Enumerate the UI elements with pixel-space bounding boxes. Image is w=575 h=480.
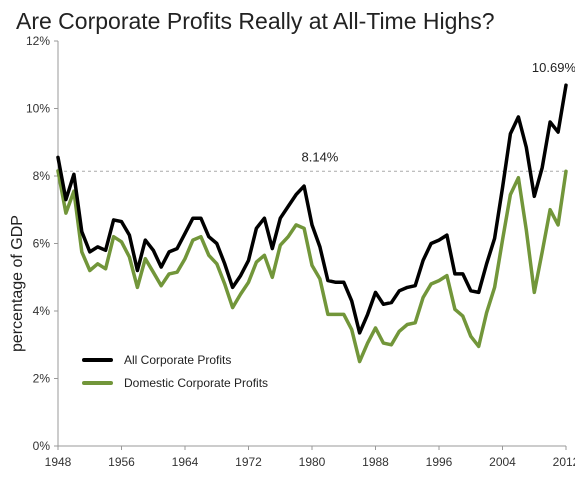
- x-tick-label: 1988: [362, 455, 389, 469]
- x-tick-label: 1980: [299, 455, 326, 469]
- chart-title: Are Corporate Profits Really at All-Time…: [16, 8, 495, 34]
- y-tick-label: 2%: [33, 372, 51, 386]
- x-tick-label: 1972: [235, 455, 262, 469]
- series-line: [56, 169, 568, 364]
- legend-label: All Corporate Profits: [124, 353, 231, 367]
- y-axis-label: percentage of GDP: [9, 215, 26, 352]
- series-line: [56, 83, 568, 335]
- series-layer: [56, 83, 568, 364]
- axes: 0% 2% 4% 6% 8% 10% 12% 1948 1956 1964 1972 1980 1988…: [9, 34, 575, 469]
- x-tick-label: 1948: [45, 455, 72, 469]
- x-tick-label: 2004: [489, 455, 516, 469]
- x-tick-label: 1956: [108, 455, 135, 469]
- y-tick-label: 12%: [26, 34, 50, 48]
- y-tick-label: 8%: [33, 169, 51, 183]
- legend: All Corporate Profits Domestic Corporate …: [82, 353, 268, 390]
- y-tick-label: 4%: [33, 304, 51, 318]
- legend-label: Domestic Corporate Profits: [124, 376, 268, 390]
- x-tick-label: 1996: [426, 455, 453, 469]
- y-tick-label: 6%: [33, 237, 51, 251]
- x-tick-label: 2012: [553, 455, 575, 469]
- annotation-label: 8.14%: [302, 149, 339, 164]
- annotation-layer: 8.14% 10.69%: [302, 60, 575, 164]
- y-tick-label: 10%: [26, 102, 50, 116]
- annotation-label: 10.69%: [532, 60, 575, 75]
- x-tick-label: 1964: [172, 455, 199, 469]
- y-tick-label: 0%: [33, 439, 51, 453]
